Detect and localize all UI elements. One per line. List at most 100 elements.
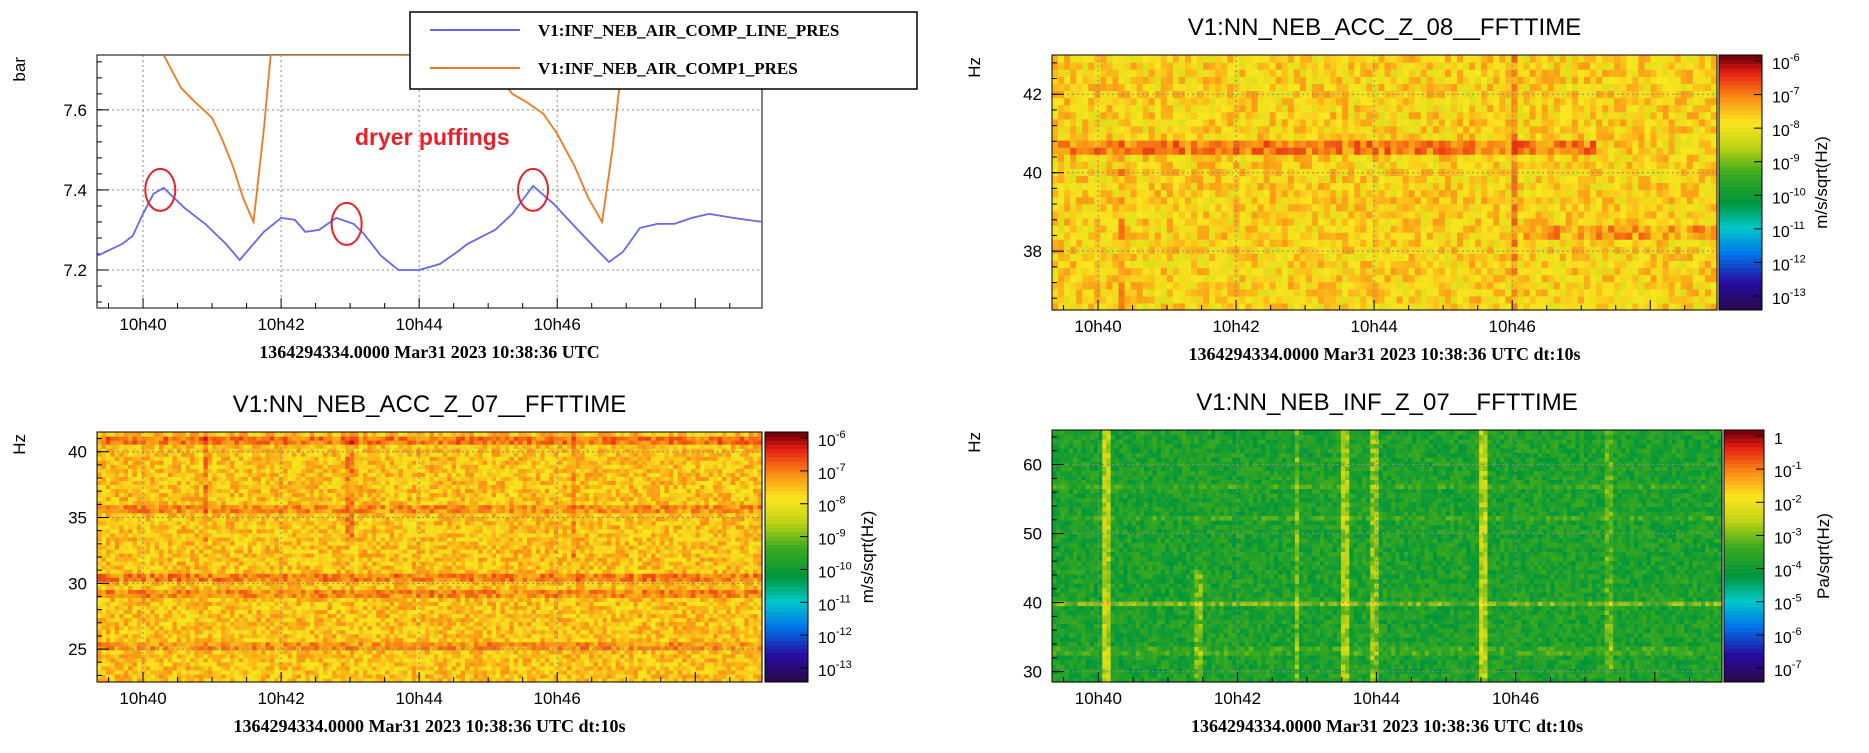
heatmap-cell [1239,83,1247,92]
heatmap-cell [1064,104,1071,113]
heatmap-cell [1136,132,1144,141]
heatmap-cell [363,673,369,679]
heatmap-cell [1233,168,1241,177]
heatmap-cell [1608,196,1615,205]
heatmap-cell [1444,288,1452,297]
heatmap-cell [1668,217,1676,226]
heatmap-cell [172,661,178,667]
heatmap-cell [1160,260,1168,269]
heatmap-cell [1281,274,1289,283]
heatmap-cell [1565,274,1573,283]
heatmap-cell [1287,62,1295,70]
heatmap-cell [1590,189,1597,198]
heatmap-cell [1493,246,1500,254]
heatmap-cell [1644,161,1652,169]
heatmap-cell [1245,288,1253,297]
heatmap-cell [1239,147,1247,155]
heatmap-cell [1185,118,1192,127]
heatmap-cell [1257,281,1265,290]
heatmap-cell [1432,118,1440,127]
heatmap-cell [1487,295,1494,304]
heatmap-cell [513,665,519,671]
heatmap-cell [1172,225,1180,233]
heatmap-cell [602,673,608,679]
heatmap-cell [1638,76,1646,84]
heatmap-cell [1590,281,1597,290]
heatmap-cell [1614,232,1621,240]
plot-0-axes: 10h40 10h42 10h44 10h467.27.47.6bar13642943… [10,54,763,362]
heatmap-cell [1281,253,1289,262]
heatmap-cell [1584,246,1591,254]
colorbar-tick-exponent: -13 [1790,287,1806,299]
heatmap-cell [1052,182,1059,191]
heatmap-cell [1644,288,1652,297]
heatmap-cell [1221,239,1228,247]
heatmap-cell [1124,253,1132,262]
heatmap-cell [1154,281,1162,290]
heatmap-cell [704,661,710,667]
heatmap-cell [1233,189,1241,198]
heatmap-cell [1360,260,1367,269]
heatmap-cell [1529,132,1537,141]
heatmap-cell [1197,232,1204,240]
heatmap-cell [1481,295,1488,304]
heatmap-cell [283,669,289,675]
heatmap-cell [1656,260,1664,269]
heatmap-cell [159,665,165,671]
heatmap-cell [1360,55,1367,63]
heatmap-cell [456,665,462,671]
heatmap-cell [1384,182,1392,191]
heatmap-cell [1082,267,1089,276]
heatmap-cell [1451,161,1458,169]
heatmap-cell [1505,161,1513,169]
heatmap-cell [1070,140,1077,148]
heatmap-cell [1698,295,1706,304]
heatmap-cell [1336,260,1343,269]
heatmap-cell [1148,118,1156,127]
heatmap-cell [331,665,337,671]
heatmap-cell [1293,225,1301,233]
heatmap-cell [1511,210,1519,219]
heatmap-cell [637,665,643,671]
heatmap-cell [1348,189,1355,198]
heatmap-cell [1390,253,1398,262]
heatmap-cell [1469,104,1476,113]
heatmap-cell [1118,225,1126,233]
heatmap-cell [1076,295,1083,304]
heatmap-cell [1245,168,1253,177]
heatmap-cell [1172,175,1180,184]
heatmap-cell [1305,189,1313,198]
heatmap-cell [1481,196,1488,205]
heatmap-cell [677,669,683,675]
heatmap-cell [691,665,697,671]
heatmap-cell [1106,203,1114,212]
heatmap-cell [1166,203,1174,212]
heatmap-cell [1632,168,1640,177]
heatmap-cell [1166,182,1174,191]
heatmap-cell [1541,196,1549,205]
heatmap-cell [655,673,661,679]
heatmap-cell [1293,161,1301,169]
heatmap-cell [1330,55,1337,63]
heatmap-cell [1227,288,1234,297]
heatmap-cell [345,669,351,675]
heatmap-cell [1523,246,1531,254]
heatmap-cell [1324,104,1331,113]
heatmap-cell [1172,274,1180,283]
heatmap-cell [1330,83,1337,92]
heatmap-cell [1457,267,1464,276]
heatmap-cell [1469,62,1476,70]
heatmap-cell [1620,217,1627,226]
heatmap-cell [478,661,484,667]
heatmap-cell [1590,210,1597,219]
heatmap-cell [1336,76,1343,84]
heatmap-cell [1384,111,1392,120]
heatmap-cell [1064,111,1071,120]
heatmap-cell [1656,210,1664,219]
heatmap-cell [1203,168,1210,177]
heatmap-cell [1064,217,1071,226]
heatmap-cell [1662,154,1670,162]
heatmap-cell [580,669,586,675]
heatmap-cell [1680,225,1688,233]
heatmap-cell [1571,76,1579,84]
